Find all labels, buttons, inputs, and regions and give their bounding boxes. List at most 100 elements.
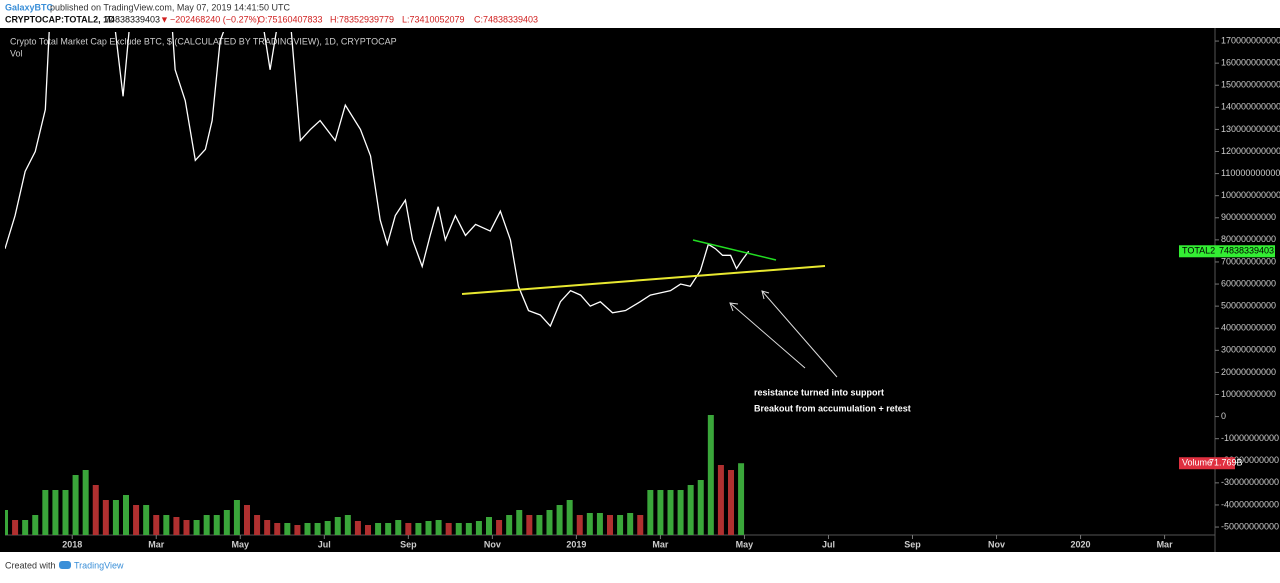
volume-bar	[395, 520, 402, 535]
y-tick-label: 50000000000	[1221, 301, 1276, 311]
annotation: resistance turned into support	[754, 387, 884, 397]
volume-bar	[647, 490, 654, 535]
volume-badge	[1179, 457, 1235, 470]
y-tick-label: 120000000000	[1221, 146, 1280, 156]
volume-bar	[143, 505, 150, 535]
y-tick-label: 0	[1221, 411, 1226, 421]
x-tick-label: Mar	[1157, 539, 1174, 549]
x-tick-label: 2020	[1071, 539, 1091, 549]
y-tick-label: 170000000000	[1221, 35, 1280, 45]
volume-bar	[223, 510, 230, 535]
x-tick-label: Sep	[904, 539, 921, 549]
volume-bar	[596, 513, 603, 535]
volume-bar	[445, 523, 452, 535]
volume-bar	[496, 520, 503, 535]
volume-bar	[465, 523, 472, 535]
volume-bar	[32, 515, 39, 535]
high: H:78352939779	[330, 14, 394, 24]
volume-bar	[203, 515, 210, 535]
volume-bar	[667, 490, 674, 535]
volume-bar	[294, 525, 301, 535]
volume-bar	[365, 525, 371, 535]
volume-bar	[334, 517, 341, 535]
volume-bar	[314, 523, 321, 535]
arrows	[729, 290, 838, 378]
volume-bar	[254, 515, 261, 535]
volume-bar	[344, 515, 351, 535]
volume-bar	[274, 523, 281, 535]
volume-bar	[193, 520, 200, 535]
volume-bar	[183, 520, 190, 535]
price-badge	[1179, 245, 1275, 258]
volume-bar	[576, 515, 583, 535]
footer-created: Created with	[5, 560, 56, 570]
y-tick-label: 100000000000	[1221, 190, 1280, 200]
x-tick-label: Mar	[652, 539, 669, 549]
y-tick-label: 60000000000	[1221, 278, 1276, 288]
footer-brand: TradingView	[74, 560, 124, 570]
volume-bar	[385, 523, 392, 535]
volume-bar	[455, 523, 462, 535]
volume-bar	[677, 490, 684, 535]
chart-title: Crypto Total Market Cap Exclude BTC, $ (…	[10, 36, 397, 46]
symbol: CRYPTOCAP:TOTAL2, 1D	[5, 14, 115, 24]
volume-bar	[112, 500, 119, 535]
volume-bar	[435, 520, 442, 535]
y-tick-label: -10000000000	[1221, 433, 1279, 443]
volume-bar	[233, 500, 240, 535]
x-tick-label: Mar	[148, 539, 165, 549]
x-tick-label: 2018	[62, 539, 82, 549]
x-tick-label: Nov	[988, 539, 1005, 549]
y-tick-label: 110000000000	[1221, 168, 1280, 178]
x-tick-label: Jul	[822, 539, 835, 549]
volume-bar	[52, 490, 59, 535]
open: O:75160407833	[258, 14, 323, 24]
x-tick-label: 2019	[566, 539, 586, 549]
brand-icon	[59, 561, 71, 569]
volume-bar	[213, 515, 220, 535]
y-tick-label: -50000000000	[1221, 521, 1279, 531]
volume-bar	[516, 510, 523, 535]
volume-bar	[12, 520, 19, 535]
trend-line	[692, 239, 777, 261]
volume-bar	[586, 513, 593, 535]
volume-bar	[425, 521, 432, 535]
volume-bar	[475, 521, 482, 535]
volume-bar	[637, 515, 644, 535]
last: 74838339403	[105, 14, 160, 24]
close: C:74838339403	[474, 14, 538, 24]
volume-bar	[324, 521, 331, 535]
volume-bar	[82, 470, 89, 535]
volume-bar	[738, 463, 745, 535]
volume-bar	[607, 515, 613, 535]
volume-bar	[556, 505, 563, 535]
y-tick-label: 80000000000	[1221, 234, 1276, 244]
volume-bar	[526, 515, 533, 535]
volume-bar	[304, 523, 311, 535]
price-badge-value: 74838339403	[1219, 246, 1274, 256]
volume-bar	[687, 485, 694, 535]
y-tick-label: -20000000000	[1221, 455, 1279, 465]
price-line	[5, 32, 750, 328]
volume-bar	[707, 415, 714, 535]
volume-bar	[264, 520, 271, 535]
volume-bar	[486, 517, 492, 535]
volume-bar	[697, 480, 704, 535]
volume-bar	[173, 517, 180, 535]
volume-bar	[133, 505, 140, 535]
volume-bar	[22, 520, 29, 535]
price-badge-name: TOTAL2	[1182, 246, 1215, 256]
volume-bar	[405, 523, 412, 535]
volume-bar	[62, 490, 69, 535]
x-tick-label: Sep	[400, 539, 417, 549]
volume-bar	[153, 515, 160, 535]
volume-bar	[102, 500, 109, 535]
y-tick-label: 20000000000	[1221, 367, 1276, 377]
chart-background	[0, 28, 1280, 552]
trend-line	[461, 265, 826, 295]
y-tick-label: 40000000000	[1221, 323, 1276, 333]
volume-bar	[546, 510, 553, 535]
y-tick-label: 10000000000	[1221, 389, 1276, 399]
y-tick-label: -40000000000	[1221, 499, 1279, 509]
annotation: Breakout from accumulation + retest	[754, 403, 911, 413]
